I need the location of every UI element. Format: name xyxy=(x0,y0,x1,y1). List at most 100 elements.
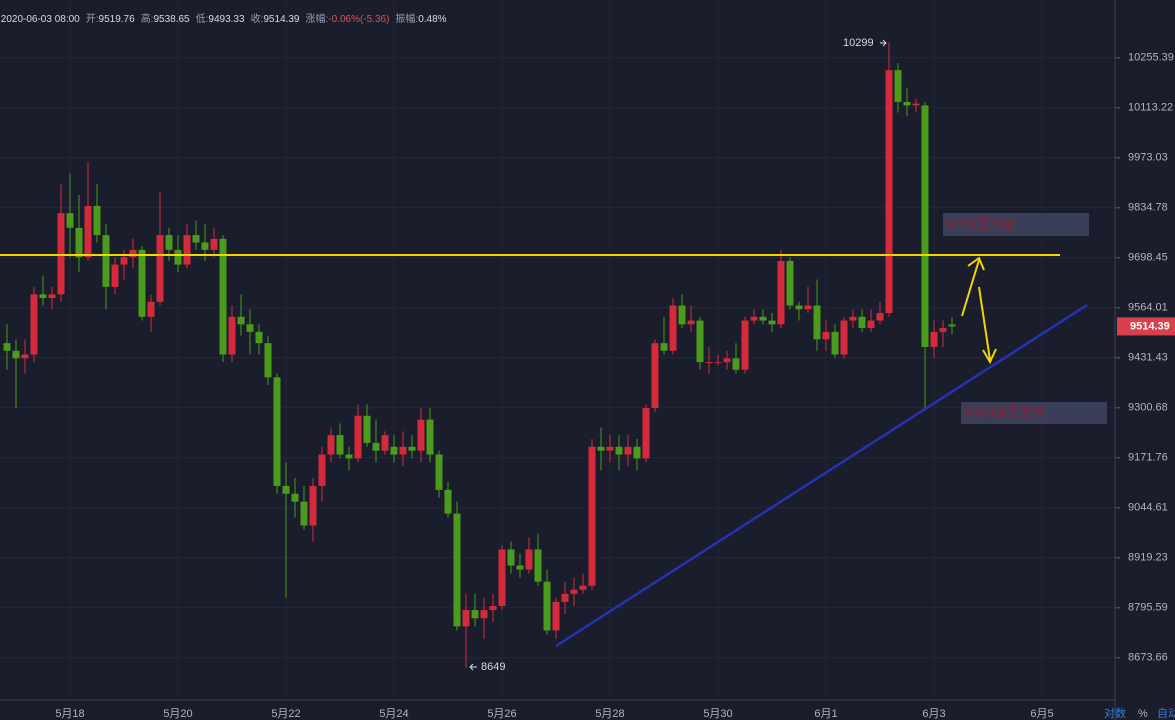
candle-body xyxy=(111,264,119,287)
candle-body xyxy=(633,446,641,459)
candle-body xyxy=(579,585,587,590)
high-annotation: 10299 xyxy=(843,37,874,49)
candle-body xyxy=(354,415,362,459)
price-text: 9514.39 xyxy=(1130,320,1170,332)
ohlc-header: 时间:2020-06-03 08:00开:9519.76高:9538.65低:9… xyxy=(0,10,453,25)
candle-body xyxy=(498,549,506,606)
header-value: 9519.76 xyxy=(98,14,135,25)
candle-body xyxy=(948,324,956,327)
candle-body xyxy=(840,320,848,355)
x-tick-label: 6月5 xyxy=(1030,708,1053,720)
candle-body xyxy=(588,446,596,586)
candle-body xyxy=(750,316,758,321)
candle-body xyxy=(129,249,137,258)
header-value: 9493.33 xyxy=(208,14,245,25)
candle-body xyxy=(894,70,902,102)
candle-body xyxy=(30,294,38,355)
candle-body xyxy=(885,70,893,314)
candle-body xyxy=(381,435,389,451)
x-tick-label: 5月28 xyxy=(595,708,624,720)
x-tick-label: 5月26 xyxy=(487,708,516,720)
y-tick-label: 8919.23 xyxy=(1128,552,1168,564)
header-value: 9538.65 xyxy=(153,14,190,25)
header-value: 2020-06-03 08:00 xyxy=(0,14,80,25)
note-box xyxy=(943,213,1089,236)
header-value: -0.06%(-5.36) xyxy=(328,14,390,25)
candle-body xyxy=(552,601,560,631)
scale-button[interactable]: 对数 xyxy=(1104,706,1126,720)
trend-line xyxy=(555,303,1088,648)
candle-body xyxy=(282,485,290,494)
header-value: 0.48% xyxy=(418,14,447,25)
candle-body xyxy=(21,354,29,359)
candle-body xyxy=(93,205,101,236)
candle-body xyxy=(723,358,731,363)
candle-body xyxy=(768,320,776,325)
y-tick-label: 8673.66 xyxy=(1128,652,1168,664)
candle-body xyxy=(318,454,326,486)
x-tick-label: 6月1 xyxy=(814,708,837,720)
y-tick-label: 9171.76 xyxy=(1128,452,1168,464)
candle-body xyxy=(759,316,767,321)
x-tick-label: 5月22 xyxy=(271,708,300,720)
note-text: 9300趋势支撑 xyxy=(965,404,1046,419)
candle-body xyxy=(228,316,236,355)
header-label: 高: xyxy=(140,14,154,25)
candle-body xyxy=(804,305,812,310)
candle-body xyxy=(120,257,128,265)
candle-body xyxy=(705,362,713,364)
candle-body xyxy=(3,343,11,351)
candle-body xyxy=(561,593,569,602)
candle-body xyxy=(660,343,668,351)
candles xyxy=(3,42,956,668)
candle-body xyxy=(417,419,425,451)
header-label: 收: xyxy=(250,14,264,25)
candle-body xyxy=(777,260,785,325)
candle-body xyxy=(390,446,398,455)
y-tick-label: 10113.22 xyxy=(1128,102,1173,114)
candle-body xyxy=(516,565,524,570)
y-tick-label: 9044.61 xyxy=(1128,502,1168,514)
candle-body xyxy=(642,408,650,459)
candle-body xyxy=(489,605,497,611)
candle-body xyxy=(471,610,479,619)
candle-body xyxy=(84,205,92,258)
candle-body xyxy=(543,581,551,631)
candle-body xyxy=(147,301,155,317)
candle-body xyxy=(138,249,146,317)
candle-body xyxy=(57,213,65,295)
y-tick-label: 8795.59 xyxy=(1128,602,1168,614)
candle-body xyxy=(696,320,704,363)
candle-body xyxy=(858,316,866,329)
header-value: 9514.39 xyxy=(263,14,300,25)
candle-body xyxy=(309,485,317,526)
candle-body xyxy=(678,305,686,325)
x-tick-label: 5月18 xyxy=(55,708,84,720)
x-tick-label: 5月30 xyxy=(703,708,732,720)
low-annotation: 8649 xyxy=(481,661,505,673)
note-text: 9700压力位 xyxy=(947,216,1015,231)
candle-body xyxy=(444,489,452,514)
x-tick-label: 5月24 xyxy=(379,708,408,720)
candle-body xyxy=(786,260,794,306)
high-arrow xyxy=(880,39,887,47)
candle-body xyxy=(822,331,830,340)
candle-body xyxy=(183,235,191,265)
scale-button[interactable]: % xyxy=(1138,708,1148,720)
candle-body xyxy=(255,331,263,344)
candle-body xyxy=(534,549,542,582)
candle-body xyxy=(849,316,857,321)
candle-body xyxy=(201,242,209,250)
candle-body xyxy=(300,501,308,526)
candle-body xyxy=(408,446,416,451)
candle-body xyxy=(570,589,578,594)
candle-body xyxy=(687,320,695,325)
y-tick-label: 10255.39 xyxy=(1128,52,1174,64)
candle-body xyxy=(210,238,218,250)
candle-body xyxy=(156,235,164,302)
candle-body xyxy=(273,377,281,486)
scale-button[interactable]: 自动 xyxy=(1157,707,1175,720)
candle-body xyxy=(264,343,272,378)
candle-body xyxy=(912,103,920,106)
